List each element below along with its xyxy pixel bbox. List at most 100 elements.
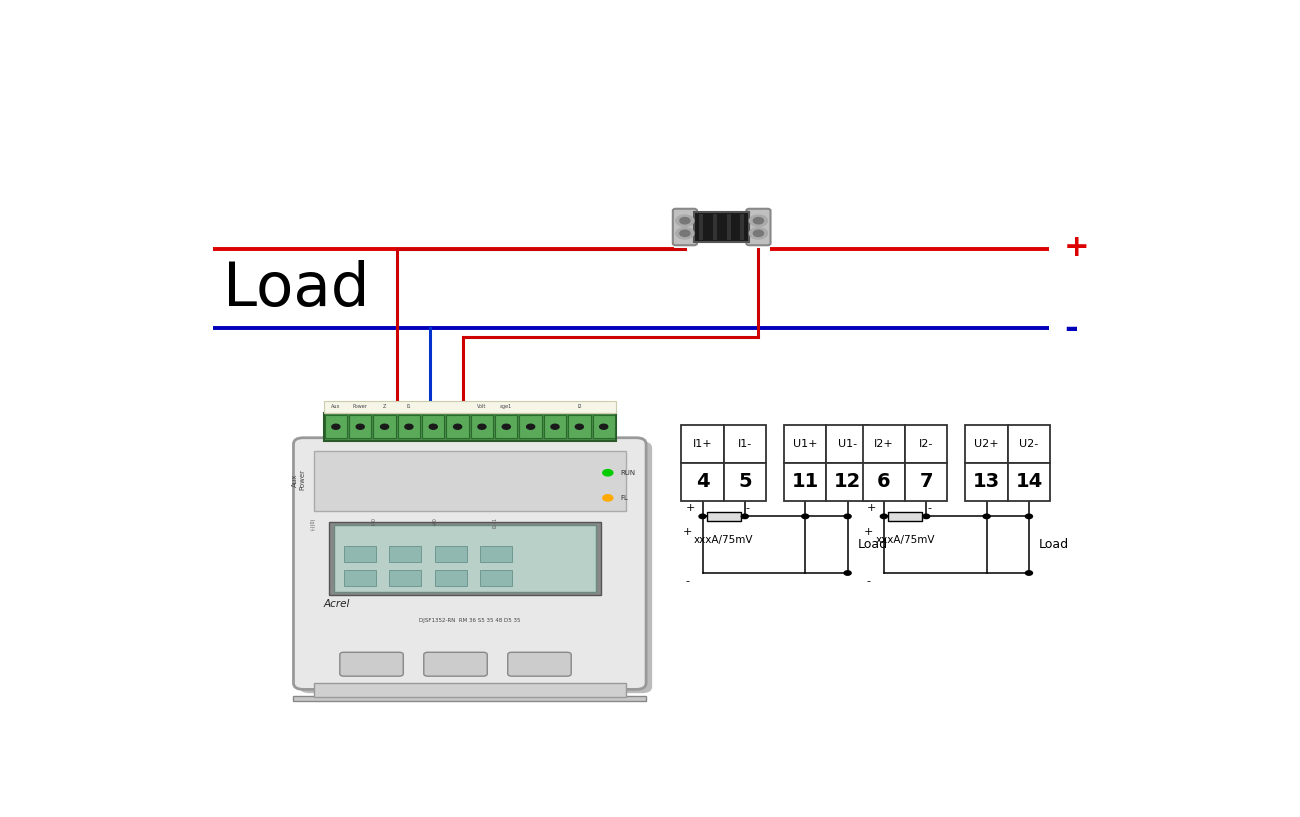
Bar (294, 696, 646, 701)
Bar (325, 415, 347, 439)
Text: FL: FL (620, 495, 628, 501)
Text: 4: 4 (696, 472, 710, 491)
Bar (480, 547, 512, 562)
Circle shape (332, 424, 339, 429)
Bar (966, 463, 1008, 501)
Bar (1008, 425, 1050, 463)
Text: +: + (867, 503, 876, 513)
Text: -: - (867, 576, 871, 586)
Text: 13: 13 (974, 472, 1000, 491)
Text: 12: 12 (835, 472, 861, 491)
Text: +: + (682, 527, 692, 537)
Circle shape (923, 514, 930, 519)
Text: -: - (1065, 312, 1078, 346)
Circle shape (526, 424, 534, 429)
Text: Aux
Power: Aux Power (292, 470, 306, 490)
Bar (784, 425, 827, 463)
Text: Aux: Aux (332, 404, 341, 409)
Circle shape (680, 217, 690, 224)
Text: -: - (746, 503, 750, 513)
Text: Load: Load (858, 538, 888, 551)
Text: 5: 5 (738, 472, 751, 491)
Text: xxxA/75mV: xxxA/75mV (694, 535, 754, 545)
Bar (350, 415, 372, 439)
Text: +: + (1065, 234, 1089, 262)
FancyBboxPatch shape (508, 652, 571, 676)
Circle shape (699, 514, 706, 519)
Bar (434, 570, 467, 586)
FancyBboxPatch shape (299, 441, 653, 693)
Circle shape (454, 424, 462, 429)
Text: U2-: U2- (1019, 439, 1039, 449)
Text: -: - (685, 576, 689, 586)
Text: age1: age1 (500, 404, 512, 409)
Text: +: + (864, 527, 874, 537)
Text: 11: 11 (792, 472, 819, 491)
Circle shape (741, 514, 749, 519)
Circle shape (502, 424, 511, 429)
Text: I1: I1 (407, 404, 411, 409)
Bar (966, 425, 1008, 463)
Bar (495, 415, 517, 439)
Circle shape (404, 424, 413, 429)
Bar (422, 415, 445, 439)
Text: (-)(0): (-)(0) (311, 517, 316, 529)
Bar (543, 415, 567, 439)
Bar (329, 522, 601, 596)
FancyBboxPatch shape (746, 209, 771, 245)
Text: I2: I2 (577, 404, 581, 409)
FancyBboxPatch shape (294, 438, 646, 690)
Text: I2+: I2+ (874, 439, 893, 449)
Bar (520, 415, 542, 439)
Bar (827, 425, 868, 463)
Bar (343, 547, 376, 562)
Text: Volt: Volt (477, 404, 486, 409)
Bar (724, 463, 766, 501)
Text: -: - (927, 503, 931, 513)
Bar (324, 401, 616, 413)
Circle shape (1026, 571, 1032, 575)
Text: Z: Z (384, 404, 386, 409)
Circle shape (676, 228, 694, 239)
Bar (324, 413, 616, 441)
Bar (727, 214, 731, 240)
Text: I-I0: I-I0 (372, 517, 377, 525)
Text: I1-I1: I1-I1 (493, 517, 498, 529)
Circle shape (749, 228, 767, 239)
Bar (480, 570, 512, 586)
Text: 14: 14 (1015, 472, 1043, 491)
Text: I1+: I1+ (693, 439, 712, 449)
Bar (863, 463, 905, 501)
Text: +I0: +I0 (432, 517, 437, 526)
Circle shape (603, 470, 612, 475)
Bar (681, 463, 724, 501)
FancyBboxPatch shape (424, 652, 488, 676)
Bar (471, 415, 493, 439)
Text: DJSF1352-RN  RM 36 S5 35 48 D5 35: DJSF1352-RN RM 36 S5 35 48 D5 35 (419, 618, 520, 623)
Bar (334, 525, 595, 592)
Bar (784, 463, 827, 501)
Text: I2-: I2- (919, 439, 933, 449)
Bar (343, 570, 376, 586)
Circle shape (754, 217, 763, 224)
Text: U1+: U1+ (793, 439, 818, 449)
Bar (398, 415, 420, 439)
Bar (724, 425, 766, 463)
Bar (699, 214, 703, 240)
Circle shape (754, 230, 763, 236)
Text: U1-: U1- (838, 439, 857, 449)
Text: I1-: I1- (737, 439, 751, 449)
Text: +: + (685, 503, 696, 513)
Circle shape (381, 424, 389, 429)
Text: RUN: RUN (620, 470, 634, 475)
Text: Load: Load (1039, 538, 1069, 551)
Bar (712, 214, 716, 240)
Circle shape (1026, 514, 1032, 519)
Circle shape (429, 424, 437, 429)
Bar (694, 212, 749, 242)
Text: U2+: U2+ (974, 439, 998, 449)
Bar (827, 463, 868, 501)
Circle shape (576, 424, 584, 429)
Bar (741, 214, 745, 240)
Bar (373, 415, 395, 439)
